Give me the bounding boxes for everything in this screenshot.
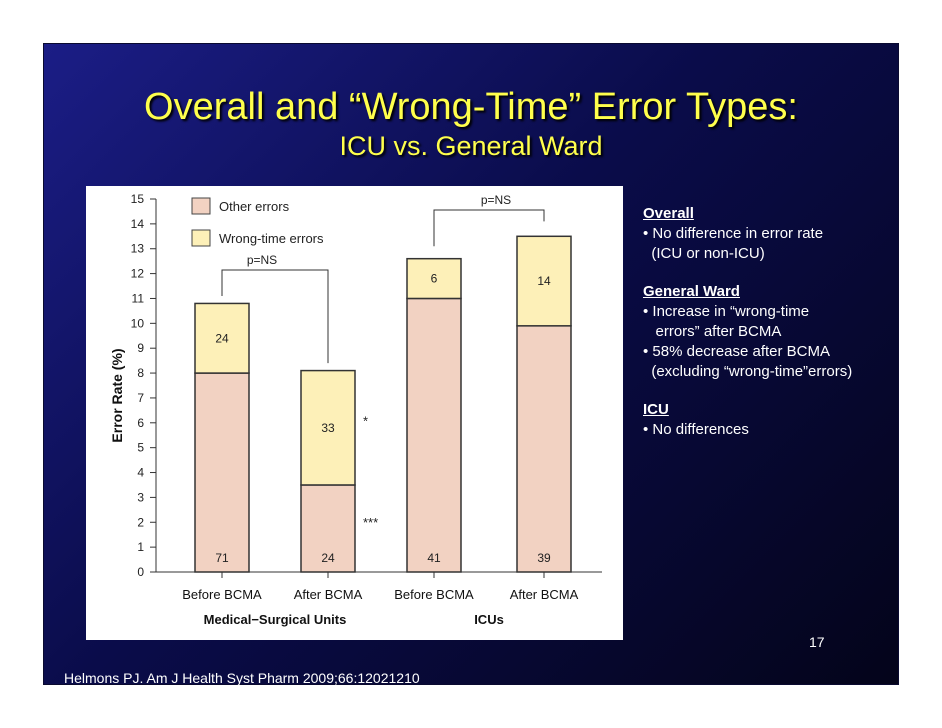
note-heading-icu: ICU	[643, 401, 669, 418]
bar-wrong-time-errors	[194, 302, 250, 374]
y-tick-label: 15	[131, 192, 145, 206]
chart-panel: 0 1 2 3 4 5 6 7 8 9 10 11 12 13 14 15 Error Rate (%) 71 24…	[86, 186, 623, 640]
asterisk-annotation: ***	[363, 515, 378, 530]
y-tick-label: 3	[137, 490, 144, 504]
page-number: 17	[809, 634, 825, 650]
bar-wrong-time-errors	[406, 257, 462, 300]
significance-bracket	[221, 269, 329, 364]
y-tick-label: 9	[137, 341, 144, 355]
group-label: ICUs	[474, 612, 504, 627]
note-line: • 58% decrease after BCMA	[643, 343, 831, 360]
x-tick-label: After BCMA	[510, 587, 579, 602]
significance-bracket	[433, 209, 545, 247]
note-line: (ICU or non-ICU)	[643, 245, 765, 262]
y-axis-title: Error Rate (%)	[109, 348, 125, 442]
y-tick-label: 8	[137, 366, 144, 380]
note-overall: Overall • No difference in error rate (I…	[643, 204, 883, 264]
data-label-wrong-time-errors: 33	[321, 421, 335, 435]
asterisk-annotation: *	[363, 413, 368, 428]
legend-label-wrong-time-errors: Wrong-time errors	[219, 231, 324, 246]
y-tick-label: 7	[137, 391, 144, 405]
data-label-other-errors: 39	[537, 551, 551, 565]
y-tick-label: 13	[131, 242, 145, 256]
y-tick-label: 2	[137, 515, 144, 529]
x-tick-label: After BCMA	[294, 587, 363, 602]
bar-wrong-time-errors	[300, 369, 356, 486]
y-tick-label: 0	[137, 565, 144, 579]
group-label: Medical−Surgical Units	[204, 612, 347, 627]
y-tick-label: 12	[131, 267, 145, 281]
data-label-other-errors: 24	[321, 551, 335, 565]
bar-wrong-time-errors	[516, 235, 572, 327]
data-label-wrong-time-errors: 6	[431, 272, 438, 286]
x-tick-label: Before BCMA	[394, 587, 474, 602]
bar-other-errors	[516, 325, 572, 573]
y-tick-label: 11	[132, 291, 145, 305]
note-heading-general-ward: General Ward	[643, 283, 740, 300]
x-tick-label: Before BCMA	[182, 587, 262, 602]
slide-subtitle: ICU vs. General Ward	[339, 131, 603, 161]
y-tick-label: 6	[137, 416, 144, 430]
data-label-other-errors: 41	[427, 551, 441, 565]
y-tick-label: 1	[137, 540, 144, 554]
y-tick-label: 4	[137, 466, 144, 480]
note-line: • No difference in error rate	[643, 225, 824, 242]
note-line: errors” after BCMA	[643, 323, 782, 340]
legend-swatch-other-errors	[191, 197, 211, 215]
note-icu: ICU • No differences	[643, 400, 883, 440]
note-general-ward: General Ward • Increase in “wrong-time e…	[643, 282, 883, 382]
note-line: • Increase in “wrong-time	[643, 303, 810, 320]
data-label-other-errors: 71	[215, 551, 229, 565]
slide-title: Overall and “Wrong-Time” Error Types:	[144, 86, 798, 128]
y-tick-label: 10	[131, 316, 145, 330]
legend-swatch-wrong-time-errors	[191, 229, 211, 247]
notes-panel: Overall • No difference in error rate (I…	[643, 204, 883, 440]
significance-label: p=NS	[247, 253, 277, 267]
citation: Helmons PJ. Am J Health Syst Pharm 2009;…	[64, 670, 420, 686]
note-heading-overall: Overall	[643, 205, 694, 222]
significance-label: p=NS	[481, 193, 511, 207]
note-line: (excluding “wrong-time”errors)	[643, 363, 853, 380]
data-label-wrong-time-errors: 24	[215, 331, 229, 345]
y-tick-label: 5	[137, 441, 144, 455]
note-line: • No differences	[643, 421, 749, 438]
y-tick-label: 14	[131, 217, 145, 231]
bar-other-errors	[194, 372, 250, 573]
bar-other-errors	[406, 297, 462, 573]
data-label-wrong-time-errors: 14	[537, 274, 551, 288]
legend-label-other-errors: Other errors	[219, 199, 290, 214]
